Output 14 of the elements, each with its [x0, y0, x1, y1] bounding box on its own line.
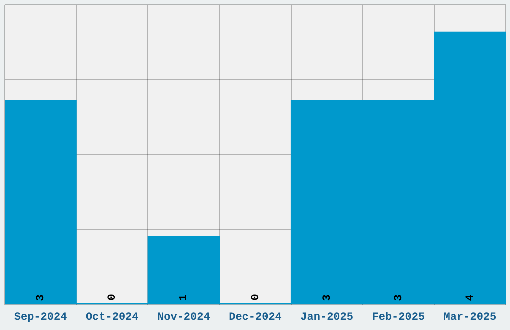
x-tick-label: Oct-2024	[86, 312, 140, 324]
x-tick-label: Feb-2025	[372, 312, 426, 324]
data-label: 3	[36, 294, 48, 302]
x-tick-label: Dec-2024	[229, 312, 282, 324]
x-tick-label: Jan-2025	[300, 312, 354, 324]
x-tick-label: Mar-2025	[444, 312, 498, 324]
data-label: 3	[322, 294, 334, 302]
x-tick-label: Nov-2024	[158, 312, 211, 324]
data-label: 3	[393, 294, 406, 302]
data-label: 1	[178, 294, 191, 302]
x-tick-label: Sep-2024	[14, 312, 68, 324]
data-label: 4	[464, 294, 477, 302]
data-label: 0	[250, 294, 262, 301]
data-label: 0	[107, 294, 120, 301]
